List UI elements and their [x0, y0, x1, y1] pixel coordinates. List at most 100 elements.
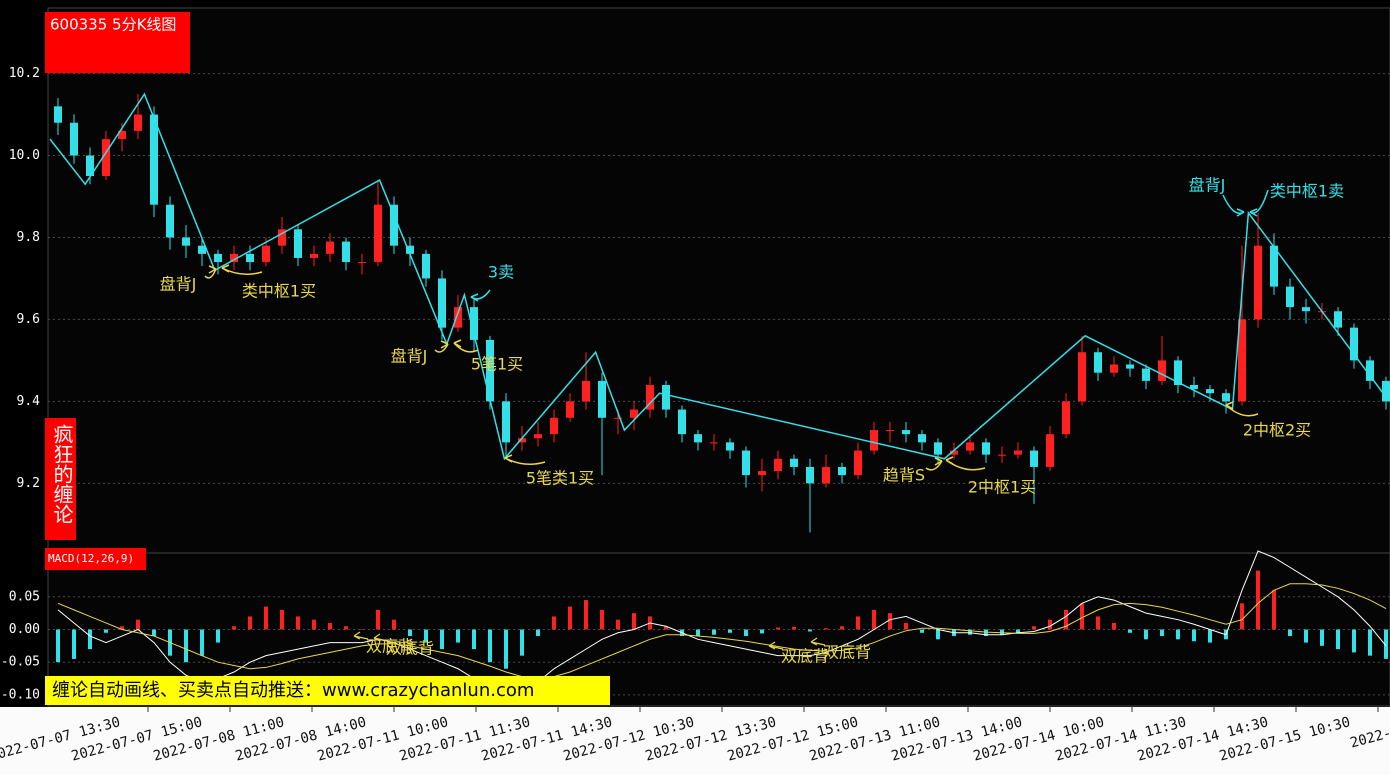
annotation-arrow [353, 631, 369, 640]
macd-bar [600, 609, 604, 630]
macd-bar [1112, 622, 1116, 630]
macd-bar [1176, 629, 1180, 640]
candle-body [470, 307, 478, 340]
candle-body [358, 262, 366, 264]
candle-body [70, 122, 78, 156]
macd-bar [1096, 616, 1100, 630]
candle-body [486, 339, 494, 402]
macd-bar [440, 629, 444, 650]
macd-bar [968, 629, 972, 635]
macd-bar [872, 609, 876, 630]
macd-bar [1000, 629, 1004, 635]
candle-body [1366, 360, 1374, 381]
annotation-arrowhead [934, 457, 943, 466]
macd-bar [104, 629, 108, 633]
candle-body [406, 245, 414, 254]
candle-body [806, 466, 814, 484]
annotation-arrowhead [945, 456, 954, 465]
candle-body [1382, 380, 1390, 402]
macd-bar [1016, 629, 1020, 633]
macd-bar [392, 619, 396, 630]
macd-bar [632, 613, 636, 630]
y-tick-label: 0.05 [9, 589, 40, 604]
macd-bar [424, 629, 428, 643]
candle-body [502, 401, 510, 443]
macd-bar [1256, 570, 1260, 630]
candle-body [134, 114, 142, 131]
annotation-arrowhead [453, 339, 462, 348]
macd-bar [824, 628, 828, 630]
macd-bar [616, 619, 620, 630]
macd-bar [568, 606, 572, 630]
candle-body [1174, 360, 1182, 385]
macd-bar [1368, 629, 1372, 656]
candle-body [742, 450, 750, 476]
annotation: 双底背 [781, 647, 829, 666]
macd-bar [936, 629, 940, 640]
candle-body [374, 204, 382, 263]
macd-bar [1352, 629, 1356, 653]
candle-body [902, 430, 910, 435]
y-tick-label: 10.2 [9, 66, 40, 81]
candle-body [838, 466, 846, 476]
macd-bar [1320, 629, 1324, 646]
candle-body [710, 442, 718, 444]
candle-body [214, 253, 222, 263]
candle-body [86, 155, 94, 177]
candle-body [102, 139, 110, 177]
macd-bar [56, 629, 60, 663]
annotation: 3卖 [488, 263, 514, 282]
candle-body [1158, 360, 1166, 381]
candle-body [790, 458, 798, 467]
candle-body [198, 245, 206, 254]
y-tick-label: -0.05 [1, 655, 40, 670]
candle-body [1302, 307, 1310, 312]
macd-bar [584, 600, 588, 630]
macd-bar [776, 627, 780, 630]
candle-body [646, 384, 654, 410]
candle-body [1222, 393, 1230, 402]
banner-box [45, 676, 610, 705]
candle-body [150, 114, 158, 205]
candle-body [166, 204, 174, 238]
annotation-arrow [434, 343, 449, 353]
macd-bar [760, 629, 764, 634]
candle-body [310, 253, 318, 258]
candle-body [870, 430, 878, 451]
candle-body [982, 442, 990, 455]
candle-body [1286, 286, 1294, 308]
macd-bar [728, 629, 732, 633]
macd-bar [248, 616, 252, 630]
macd-bar [376, 609, 380, 630]
macd-bar [1192, 629, 1196, 642]
macd-bar [984, 629, 988, 637]
macd-bar [1032, 626, 1036, 630]
macd-bar [1384, 629, 1388, 659]
macd-bar [1080, 603, 1084, 630]
annotation: 2中枢1买 [968, 478, 1036, 497]
candle-body [326, 241, 334, 254]
annotation: 双底背 [366, 637, 414, 656]
macd-bar [840, 626, 844, 630]
macd-bar [536, 629, 540, 637]
macd-bar [408, 629, 412, 637]
candle-body [1190, 384, 1198, 390]
candle-body [454, 307, 462, 328]
annotation: 盘背J [391, 347, 428, 366]
macd-bar [664, 626, 668, 630]
candle-body [1270, 245, 1278, 287]
candle-body [566, 401, 574, 418]
candle-body [550, 417, 558, 435]
candle-body [54, 106, 62, 123]
candle-body [950, 450, 958, 455]
macd-bar [136, 619, 140, 630]
macd-bar [1208, 629, 1212, 643]
candle-body [1238, 319, 1246, 402]
price-panel [47, 7, 1390, 554]
macd-bar [1336, 629, 1340, 650]
macd-bar [504, 629, 508, 669]
macd-bar [1048, 619, 1052, 630]
y-tick-label: 10.0 [9, 148, 40, 163]
